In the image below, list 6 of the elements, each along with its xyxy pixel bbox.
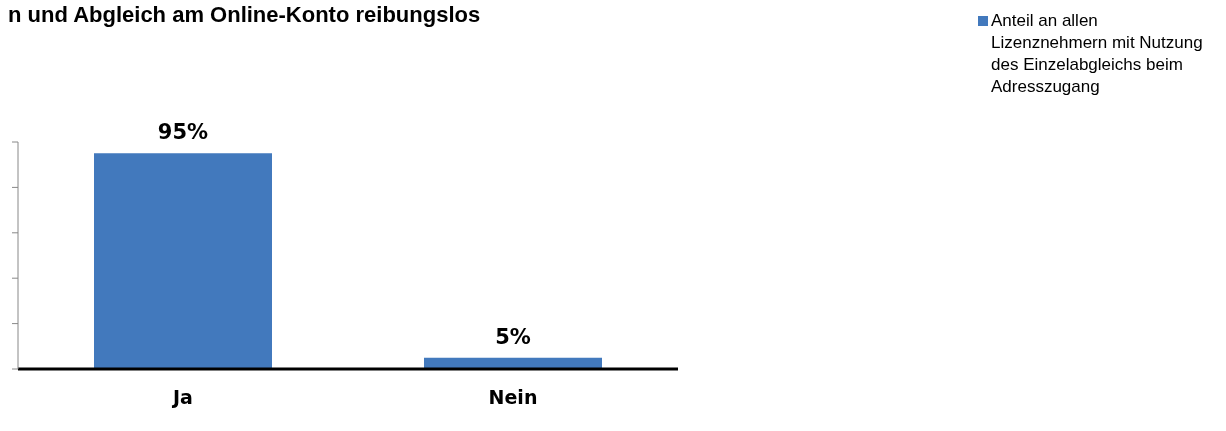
- x-tick-label: Ja: [171, 386, 193, 409]
- legend-label: Anteil an allen Lizenznehmern mit Nutzung des Einzelabgleichs beim Adresszugang: [991, 10, 1204, 98]
- chart-title: n und Abgleich am Online-Konto reibungslos: [8, 2, 481, 28]
- x-tick-label: Nein: [488, 386, 538, 409]
- data-label: 5%: [495, 324, 531, 349]
- data-label: 95%: [157, 120, 209, 145]
